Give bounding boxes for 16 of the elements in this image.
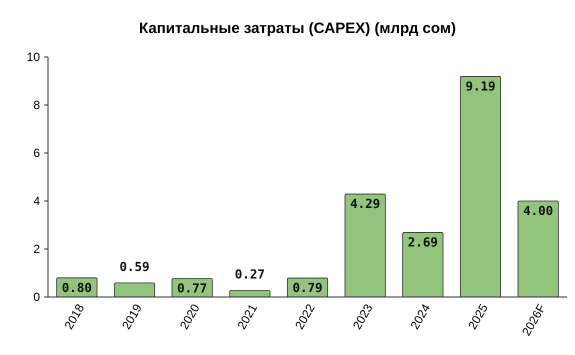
chart-title: Капитальные затраты (CAPEX) (млрд сом) <box>139 20 456 37</box>
y-tick-label: 8 <box>33 98 40 112</box>
data-label: 9.19 <box>465 78 496 94</box>
data-label: 0.77 <box>177 280 208 296</box>
data-label: 4.00 <box>523 203 554 218</box>
data-label: 0.79 <box>292 280 323 296</box>
y-tick-label: 6 <box>33 146 40 160</box>
data-label: 0.59 <box>119 258 150 274</box>
data-label: 0.80 <box>62 280 92 295</box>
data-label: 2.69 <box>408 234 438 250</box>
y-tick-label: 10 <box>26 50 40 64</box>
y-tick-label: 4 <box>33 194 40 208</box>
y-tick-label: 2 <box>33 242 40 256</box>
data-label: 4.29 <box>350 196 380 212</box>
y-tick-label: 0 <box>33 290 40 304</box>
data-label: 0.27 <box>234 266 265 282</box>
